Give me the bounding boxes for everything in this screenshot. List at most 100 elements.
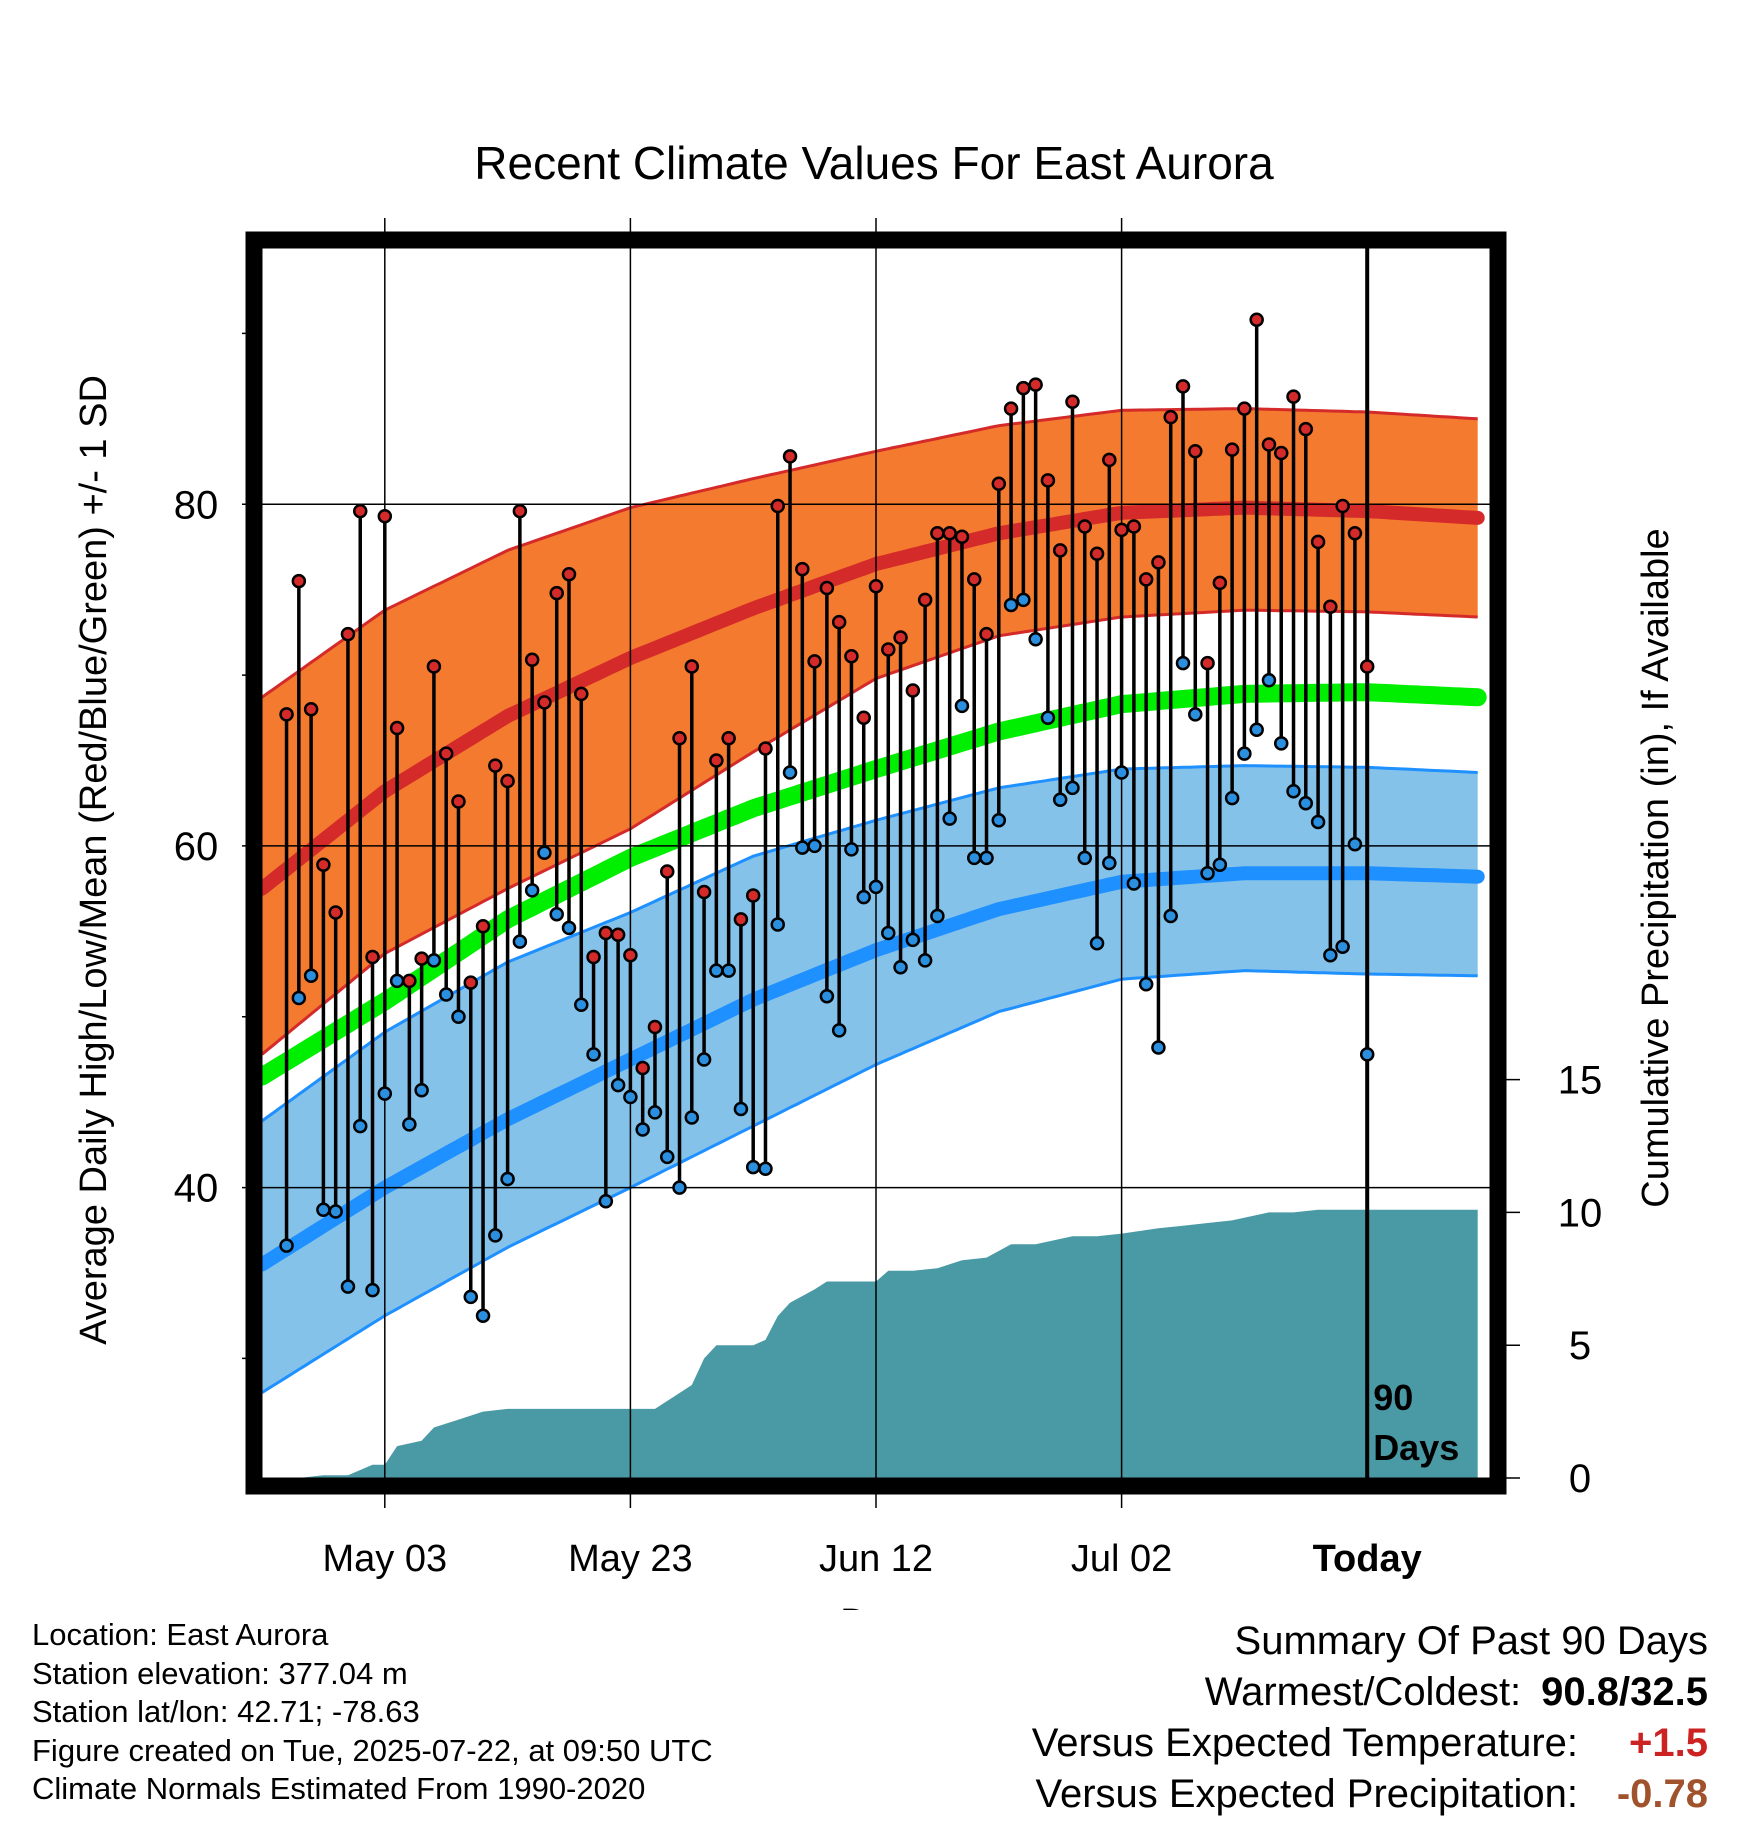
- daily-low-point: [954, 698, 970, 714]
- daily-high-point: [586, 949, 601, 965]
- daily-high-point: [844, 649, 859, 664]
- daily-low-point: [942, 811, 957, 826]
- daily-high-point: [709, 753, 724, 768]
- daily-low-point: [1003, 597, 1019, 613]
- plot-area: [262, 407, 1487, 1478]
- daily-low-point: [659, 1149, 675, 1165]
- daily-high-point: [1151, 555, 1166, 570]
- daily-low-point: [893, 959, 908, 975]
- daily-high-point: [524, 652, 540, 667]
- daily-low-point: [1151, 1040, 1166, 1055]
- daily-low-point: [782, 765, 798, 780]
- precip-anomaly-value: -0.78: [1616, 1772, 1708, 1816]
- daily-low-point: [1089, 936, 1105, 951]
- daily-low-point: [500, 1171, 515, 1187]
- daily-high-point: [1249, 312, 1264, 327]
- daily-low-point: [917, 953, 933, 968]
- daily-high-point: [917, 592, 933, 608]
- daily-high-point: [1138, 572, 1154, 587]
- daily-high-point: [1224, 442, 1240, 457]
- daily-low-point: [561, 920, 577, 936]
- daily-high-point: [659, 864, 675, 879]
- daily-high-point: [635, 1060, 650, 1076]
- daily-high-point: [1040, 473, 1056, 488]
- daily-high-point: [1003, 401, 1019, 416]
- mean-temp-normal-line: [262, 683, 1487, 1086]
- daily-low-point: [647, 1105, 663, 1120]
- daily-low-point: [451, 1009, 466, 1024]
- daily-high-point: [831, 614, 847, 630]
- daily-high-point: [795, 561, 810, 577]
- temp-anomaly-label: Versus Expected Temperature:: [1031, 1721, 1578, 1765]
- daily-low-point: [991, 813, 1007, 828]
- y-tick-label: 60: [174, 825, 219, 869]
- daily-low-point: [881, 925, 896, 941]
- days-window-label-number: 90: [1373, 1377, 1413, 1418]
- daily-low-point: [426, 953, 442, 968]
- daily-high-point: [745, 888, 761, 903]
- daily-high-point: [623, 948, 638, 963]
- precip-tick-label: 15: [1558, 1059, 1603, 1103]
- daily-low-point: [389, 973, 405, 989]
- daily-high-point: [1273, 445, 1289, 461]
- daily-low-point: [1016, 592, 1031, 608]
- daily-high-point: [1188, 444, 1203, 459]
- daily-low-point: [1077, 850, 1093, 866]
- daily-low-point: [1114, 765, 1129, 780]
- precip-tick-label: 5: [1569, 1324, 1591, 1368]
- daily-high-point: [438, 746, 454, 761]
- y-axis-label: Average Daily High/Low/Mean (Red/Blue/Gr…: [73, 375, 115, 1345]
- daily-high-point: [1126, 519, 1142, 534]
- y-tick-label: 80: [174, 483, 219, 527]
- daily-high-point: [991, 476, 1007, 491]
- precip-tick-label: 0: [1569, 1457, 1591, 1501]
- daily-low-point: [819, 989, 835, 1004]
- daily-high-point: [574, 686, 589, 702]
- daily-low-point: [340, 1279, 356, 1294]
- chart-title: Recent Climate Values For East Aurora: [474, 137, 1274, 189]
- x-tick-label: Today: [1313, 1538, 1422, 1580]
- daily-high-point: [1077, 519, 1093, 534]
- days-window-label-unit: Days: [1373, 1427, 1459, 1468]
- daily-high-point: [807, 654, 822, 669]
- daily-low-point: [635, 1122, 650, 1137]
- daily-low-point: [316, 1202, 331, 1218]
- summary-heading: Summary Of Past 90 Days: [1234, 1619, 1708, 1663]
- daily-high-point: [1052, 543, 1068, 558]
- daily-high-point: [475, 918, 491, 934]
- daily-high-point: [488, 758, 503, 773]
- location-text: Location: East Aurora: [32, 1617, 329, 1652]
- precip-anomaly-row: Versus Expected Precipitation: -0.78: [1032, 1769, 1708, 1820]
- latlon-text: Station lat/lon: 42.71; -78.63: [32, 1694, 420, 1729]
- daily-high-point: [279, 707, 294, 722]
- daily-high-point: [1335, 498, 1350, 514]
- daily-high-point: [561, 567, 577, 582]
- high-temp-sd-band-lower-edge: [262, 608, 1478, 1056]
- x-tick-label: May 03: [322, 1538, 447, 1580]
- daily-low-point: [672, 1180, 687, 1195]
- daily-low-point: [303, 968, 319, 983]
- daily-low-point: [475, 1308, 491, 1323]
- daily-low-point: [279, 1238, 294, 1253]
- high-temp-sd-band-upper-edge: [262, 407, 1478, 699]
- daily-low-point: [770, 917, 786, 932]
- daily-low-point: [574, 997, 589, 1013]
- daily-low-point: [905, 932, 921, 948]
- daily-low-point: [1163, 908, 1178, 924]
- daily-low-point: [745, 1159, 761, 1175]
- daily-low-point: [512, 934, 528, 949]
- daily-low-point: [1212, 857, 1228, 872]
- daily-high-point: [856, 710, 871, 726]
- x-tick-label: May 23: [568, 1538, 693, 1580]
- daily-high-point: [721, 731, 736, 746]
- daily-low-point: [1347, 836, 1363, 852]
- daily-high-point: [389, 720, 405, 736]
- daily-low-point: [868, 879, 884, 895]
- daily-low-point: [856, 889, 871, 905]
- daily-low-point: [463, 1289, 479, 1305]
- daily-high-point: [966, 572, 982, 587]
- daily-low-point: [831, 1023, 847, 1038]
- daily-low-point: [402, 1117, 417, 1132]
- daily-low-point: [1200, 866, 1215, 881]
- daily-high-point: [451, 794, 466, 809]
